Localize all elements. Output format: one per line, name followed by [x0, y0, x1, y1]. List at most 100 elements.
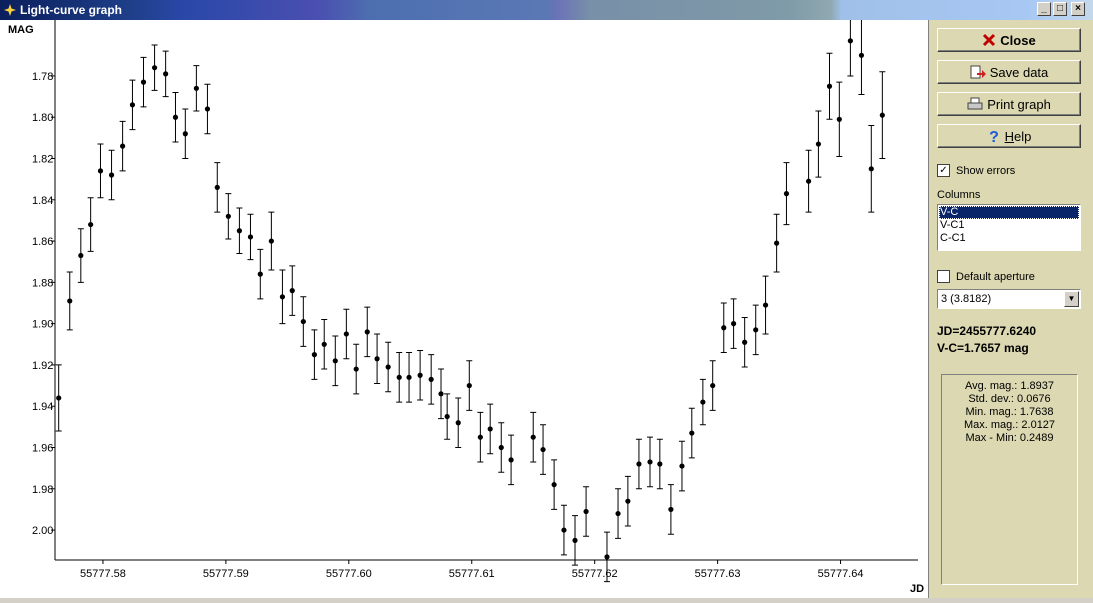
maximize-button[interactable]: □: [1053, 2, 1067, 16]
data-point: [868, 166, 874, 172]
close-window-button[interactable]: ×: [1071, 2, 1085, 16]
default-aperture-checkbox[interactable]: Default aperture: [937, 270, 1035, 283]
help-button[interactable]: ? Help: [937, 124, 1081, 148]
data-point: [225, 213, 231, 219]
y-tick-label: 1.96: [32, 443, 53, 455]
data-point: [730, 321, 737, 327]
dropdown-arrow: ▼: [1064, 291, 1079, 307]
data-point: [364, 329, 370, 335]
data-point: [97, 168, 104, 174]
data-point: [268, 238, 274, 244]
data-point: [321, 341, 327, 347]
list-item[interactable]: V-C: [939, 206, 1079, 219]
data-point: [438, 391, 444, 397]
stats-box: Avg. mag.: 1.8937 Std. dev.: 0.0676 Min. m…: [941, 374, 1078, 585]
data-point: [289, 288, 295, 294]
data-point: [88, 221, 94, 228]
button-label: Save data: [989, 64, 1049, 80]
x-tick-label: 55777.61: [449, 568, 495, 580]
data-point: [836, 116, 842, 122]
data-point: [332, 358, 338, 364]
data-point: [572, 537, 578, 543]
data-point: [204, 106, 211, 112]
data-point: [406, 374, 412, 380]
save-button[interactable]: Save data: [937, 60, 1081, 84]
data-point: [636, 461, 642, 467]
print-button[interactable]: Print graph: [937, 92, 1081, 116]
data-point: [668, 506, 674, 513]
data-point: [444, 413, 450, 420]
checkbox-label: Show errors: [956, 164, 1016, 177]
data-point: [762, 302, 769, 308]
y-axis-label: MAG: [8, 24, 34, 36]
data-point: [826, 83, 833, 89]
save-icon: [970, 65, 986, 79]
data-point: [417, 372, 423, 378]
data-point: [56, 395, 62, 401]
app-icon: [4, 4, 16, 16]
data-point: [783, 191, 790, 197]
data-point: [530, 434, 536, 440]
show-errors-checkbox[interactable]: ✓ Show errors: [937, 164, 1015, 177]
data-point: [551, 482, 557, 488]
data-point: [385, 364, 391, 370]
data-point: [214, 184, 220, 191]
data-point: [172, 114, 179, 120]
list-item[interactable]: C-C1: [940, 232, 966, 244]
data-point: [193, 85, 199, 91]
x-tick-label: 55777.64: [818, 568, 864, 580]
y-tick-label: 2.00: [32, 525, 53, 537]
y-tick-label: 1.88: [32, 277, 53, 289]
data-point: [561, 527, 567, 533]
select-value: 3 (3.8182): [941, 293, 992, 305]
columns-label: Columns: [937, 189, 981, 201]
x-axis-label: JD: [910, 583, 924, 595]
data-point: [182, 131, 188, 137]
data-point: [700, 399, 706, 405]
columns-list[interactable]: V-C V-C1 C-C1: [937, 204, 1081, 251]
x-tick-label: 55777.60: [326, 568, 372, 580]
y-tick-label: 1.98: [32, 484, 53, 496]
data-point: [279, 294, 286, 300]
data-point: [247, 234, 254, 240]
y-tick-label: 1.80: [32, 112, 53, 124]
stat-line: Max - Min: 0.2489: [965, 432, 1054, 444]
data-point: [353, 366, 359, 372]
data-point: [120, 143, 126, 149]
data-point: [343, 331, 349, 337]
y-tick-label: 1.78: [32, 71, 53, 83]
stat-line: Max. mag.: 2.0127: [963, 419, 1056, 431]
stat-line: Min. mag.: 1.7638: [965, 406, 1054, 418]
stat-line: Std. dev.: 0.0676: [968, 393, 1051, 405]
data-point: [815, 141, 822, 147]
mag-readout: V-C=1.7657 mag: [937, 341, 1029, 355]
data-point: [466, 382, 472, 389]
list-item[interactable]: V-C1: [940, 219, 965, 231]
data-point: [300, 318, 306, 325]
data-point: [257, 271, 263, 277]
x-tick-label: 55777.63: [695, 568, 741, 580]
data-point: [163, 71, 169, 77]
button-label: Help: [1004, 128, 1032, 144]
data-point: [753, 327, 759, 333]
data-point: [498, 444, 504, 451]
data-point: [742, 339, 748, 345]
data-point: [604, 554, 610, 560]
checkbox-box: ✓: [937, 164, 950, 177]
data-point: [689, 430, 695, 436]
data-point: [455, 420, 461, 426]
y-tick-label: 1.82: [32, 154, 53, 166]
data-point: [487, 426, 493, 432]
data-point: [679, 463, 685, 469]
data-point: [710, 382, 716, 389]
button-label: Print graph: [987, 96, 1051, 112]
side-panel: Close Save data Print graph ? Help ✓ Show …: [928, 20, 1093, 598]
close-button[interactable]: Close: [937, 28, 1081, 52]
minimize-button[interactable]: _: [1037, 2, 1051, 16]
data-point: [151, 65, 158, 71]
checkbox-box: [937, 270, 950, 283]
data-point: [508, 457, 514, 463]
aperture-select[interactable]: 3 (3.8182) ▼: [937, 289, 1081, 309]
data-point: [847, 38, 853, 44]
